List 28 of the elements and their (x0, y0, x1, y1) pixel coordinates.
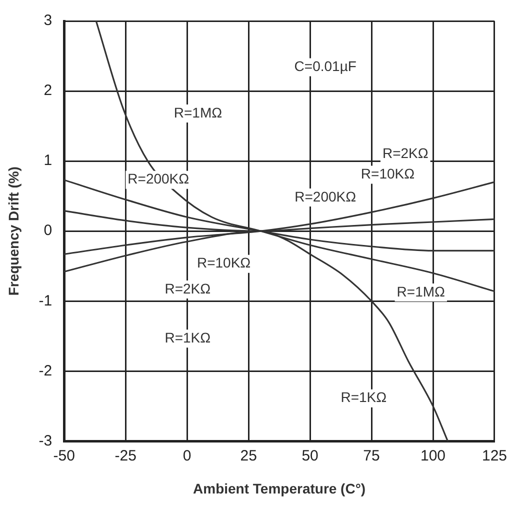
annotation: R=2KΩ (382, 145, 428, 162)
y-tick-label: 3 (44, 12, 52, 30)
y-tick-label: 1 (44, 152, 52, 170)
annotation: R=1KΩ (164, 330, 211, 346)
y-tick-label: -1 (38, 292, 52, 310)
x-tick-label: 125 (482, 447, 507, 464)
x-tick-label: -50 (53, 447, 75, 464)
x-tick-label: 0 (182, 447, 192, 464)
y-axis-title: Frequency Drift (%) (5, 166, 22, 296)
annotation: R=1MΩ (396, 283, 445, 300)
annotation: R=10KΩ (196, 254, 251, 271)
annotation: R=200KΩ (128, 170, 190, 187)
y-tick-label: 0 (44, 222, 52, 240)
annotation: R=10KΩ (360, 166, 415, 182)
x-tick-label: 75 (363, 447, 380, 464)
x-tick-label: 25 (240, 447, 257, 464)
annotation: R=1MΩ (174, 104, 222, 120)
annotation: R=200KΩ (294, 188, 356, 204)
y-tick-label: -2 (38, 362, 52, 380)
x-axis-title: Ambient Temperature (C°) (193, 480, 366, 496)
x-tick-label: 50 (302, 447, 318, 464)
annotation: R=2KΩ (164, 280, 211, 296)
x-tick-label: -25 (114, 447, 136, 464)
annotation: R=1KΩ (340, 389, 387, 406)
annotation: C=0.01µF (294, 58, 356, 74)
x-tick-label: 100 (420, 447, 446, 464)
y-tick-label: -3 (38, 432, 52, 450)
y-tick-label: 2 (44, 82, 52, 100)
